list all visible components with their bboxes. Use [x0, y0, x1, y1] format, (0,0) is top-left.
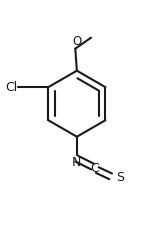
Text: S: S [116, 171, 124, 184]
Text: C: C [91, 162, 99, 175]
Text: Cl: Cl [5, 81, 18, 94]
Text: N: N [72, 156, 82, 169]
Text: O: O [72, 35, 82, 48]
